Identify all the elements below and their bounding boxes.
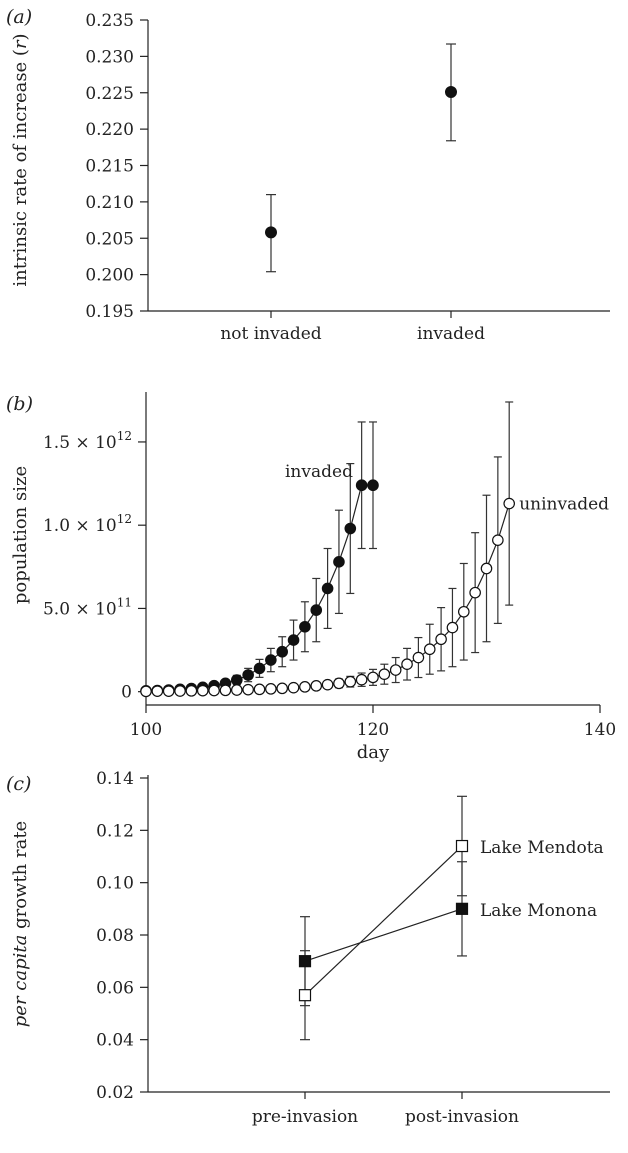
panel-c-y-tick-label: 0.02 xyxy=(96,1083,134,1103)
panel-b-point-invaded xyxy=(333,556,345,568)
panel-b-point-uninvaded xyxy=(276,682,288,695)
panel-b-point-uninvaded xyxy=(310,680,323,692)
panel-b-y-tick-label: 0 xyxy=(121,683,132,703)
panel-a-label: (a) xyxy=(6,6,32,28)
panel-b-point-uninvaded xyxy=(299,681,311,693)
panel-b-point-uninvaded xyxy=(151,685,164,697)
panel-a-y-axis-label: intrinsic rate of increase (r) xyxy=(10,33,31,286)
panel-b-x-tick-label: 100 xyxy=(130,720,162,740)
panel-b-point-uninvaded xyxy=(253,683,266,696)
panel-b-point-uninvaded xyxy=(321,678,334,691)
panel-b-x-tick-label: 140 xyxy=(584,720,616,740)
panel-c-point-Lake Mendota xyxy=(455,839,469,853)
panel-c-point-Lake Monona xyxy=(298,955,312,968)
panel-b-y-tick-label: 1.0 × 1012 xyxy=(43,512,132,536)
panel-b-point-uninvaded xyxy=(242,683,254,696)
panel-b-label: (b) xyxy=(6,393,33,415)
panel-b-point-uninvaded xyxy=(162,685,175,697)
panel-b-point-invaded xyxy=(367,479,379,492)
panel-b-point-invaded xyxy=(231,674,243,686)
panel-a-y-tick-label: 0.225 xyxy=(85,84,134,104)
panel-b-y-tick-label: 5.0 × 1011 xyxy=(43,595,132,619)
panel-b-point-uninvaded xyxy=(446,621,459,634)
panel-b-point-invaded xyxy=(344,522,357,535)
panel-b-point-uninvaded xyxy=(492,534,504,546)
panel-b-point-uninvaded xyxy=(435,633,447,646)
panel-c-point-Lake Monona xyxy=(455,902,469,915)
panel-b-point-uninvaded xyxy=(185,685,198,697)
panel-b-point-uninvaded xyxy=(344,675,357,688)
panel-a-y-tick-label: 0.195 xyxy=(85,302,134,322)
panel-b-point-invaded xyxy=(299,620,311,633)
panel-c-y-tick-label: 0.06 xyxy=(96,978,134,998)
panel-a-y-tick-label: 0.205 xyxy=(85,229,134,249)
panel-c-series-line-Lake Monona xyxy=(304,908,463,962)
panel-b-point-uninvaded xyxy=(355,673,368,686)
panel-b-point-uninvaded xyxy=(287,681,300,694)
panel-b-point-uninvaded xyxy=(208,684,220,697)
panel-c-series-label-Lake Monona: Lake Monona xyxy=(480,901,597,921)
panel-a: (a) intrinsic rate of increase (r) 0.195… xyxy=(6,6,610,344)
panel-b-point-uninvaded xyxy=(231,684,243,696)
panel-a-y-tick-label: 0.210 xyxy=(85,193,134,213)
panel-b-point-uninvaded xyxy=(140,685,152,698)
panel-b-point-uninvaded xyxy=(423,643,436,656)
panel-b-point-invaded xyxy=(321,582,334,595)
panel-b-series-label-uninvaded: uninvaded xyxy=(519,495,609,515)
panel-b-point-uninvaded xyxy=(412,651,425,664)
panel-b-y-tick-label: 1.5 × 1012 xyxy=(43,429,132,453)
panel-b-point-invaded xyxy=(265,654,277,666)
panel-a-y-tick-label: 0.235 xyxy=(85,11,134,31)
panel-b-point-uninvaded xyxy=(457,605,470,618)
panel-a-y-tick-label: 0.215 xyxy=(85,157,134,177)
panel-a-x-tick-label: not invaded xyxy=(220,324,321,344)
panel-a-y-tick-label: 0.230 xyxy=(85,47,134,67)
panel-c-y-tick-label: 0.04 xyxy=(96,1031,134,1051)
panel-b-point-uninvaded xyxy=(219,684,232,697)
panel-b-point-uninvaded xyxy=(265,683,277,695)
panel-a-point xyxy=(265,226,277,239)
panel-b-series-label-invaded: invaded xyxy=(285,462,353,482)
panel-b-x-axis-label: day xyxy=(357,742,390,763)
panel-b-point-uninvaded xyxy=(503,497,515,510)
panel-a-y-tick-label: 0.220 xyxy=(85,120,134,140)
panel-b: (b) population size 0 5.0 × 1011 1.0 × 101… xyxy=(6,392,616,763)
panel-b-point-invaded xyxy=(310,604,323,616)
panel-b-point-uninvaded xyxy=(389,664,402,676)
panel-a-x-tick-label: invaded xyxy=(417,324,485,344)
panel-b-point-uninvaded xyxy=(469,586,481,599)
panel-b-point-uninvaded xyxy=(401,658,413,671)
panel-b-point-uninvaded xyxy=(174,685,186,697)
panel-b-point-uninvaded xyxy=(333,677,345,690)
panel-b-point-uninvaded xyxy=(378,668,391,680)
panel-b-point-invaded xyxy=(287,634,300,646)
panel-c-x-tick-label: post-invasion xyxy=(405,1107,519,1127)
panel-c-x-tick-label: pre-invasion xyxy=(252,1107,358,1127)
panel-c-series-line-Lake Mendota xyxy=(304,845,463,996)
panel-a-point xyxy=(445,86,457,99)
panel-b-y-axis-label: population size xyxy=(10,466,31,604)
panel-c-label: (c) xyxy=(6,773,31,795)
panel-b-point-invaded xyxy=(253,662,266,675)
panel-b-point-uninvaded xyxy=(480,562,493,575)
panel-b-point-invaded xyxy=(276,645,288,658)
panel-c: (c) per capita growth rate 0.02 0.04 0.06 0… xyxy=(6,769,610,1127)
panel-c-y-tick-label: 0.12 xyxy=(96,821,134,841)
panel-c-y-tick-label: 0.10 xyxy=(96,874,134,894)
panel-c-y-tick-label: 0.14 xyxy=(96,769,134,789)
panel-a-y-tick-label: 0.200 xyxy=(85,266,134,286)
panel-c-series-label-Lake Mendota: Lake Mendota xyxy=(480,838,604,858)
panel-b-point-uninvaded xyxy=(196,684,209,697)
panel-b-point-invaded xyxy=(355,479,368,492)
panel-c-y-axis-label: per capita growth rate xyxy=(10,821,31,1027)
panel-c-y-tick-label: 0.08 xyxy=(96,926,134,946)
panel-b-point-uninvaded xyxy=(367,671,379,684)
panel-b-point-invaded xyxy=(242,669,254,681)
panel-b-x-tick-label: 120 xyxy=(357,720,389,740)
panel-c-point-Lake Mendota xyxy=(298,989,312,1002)
